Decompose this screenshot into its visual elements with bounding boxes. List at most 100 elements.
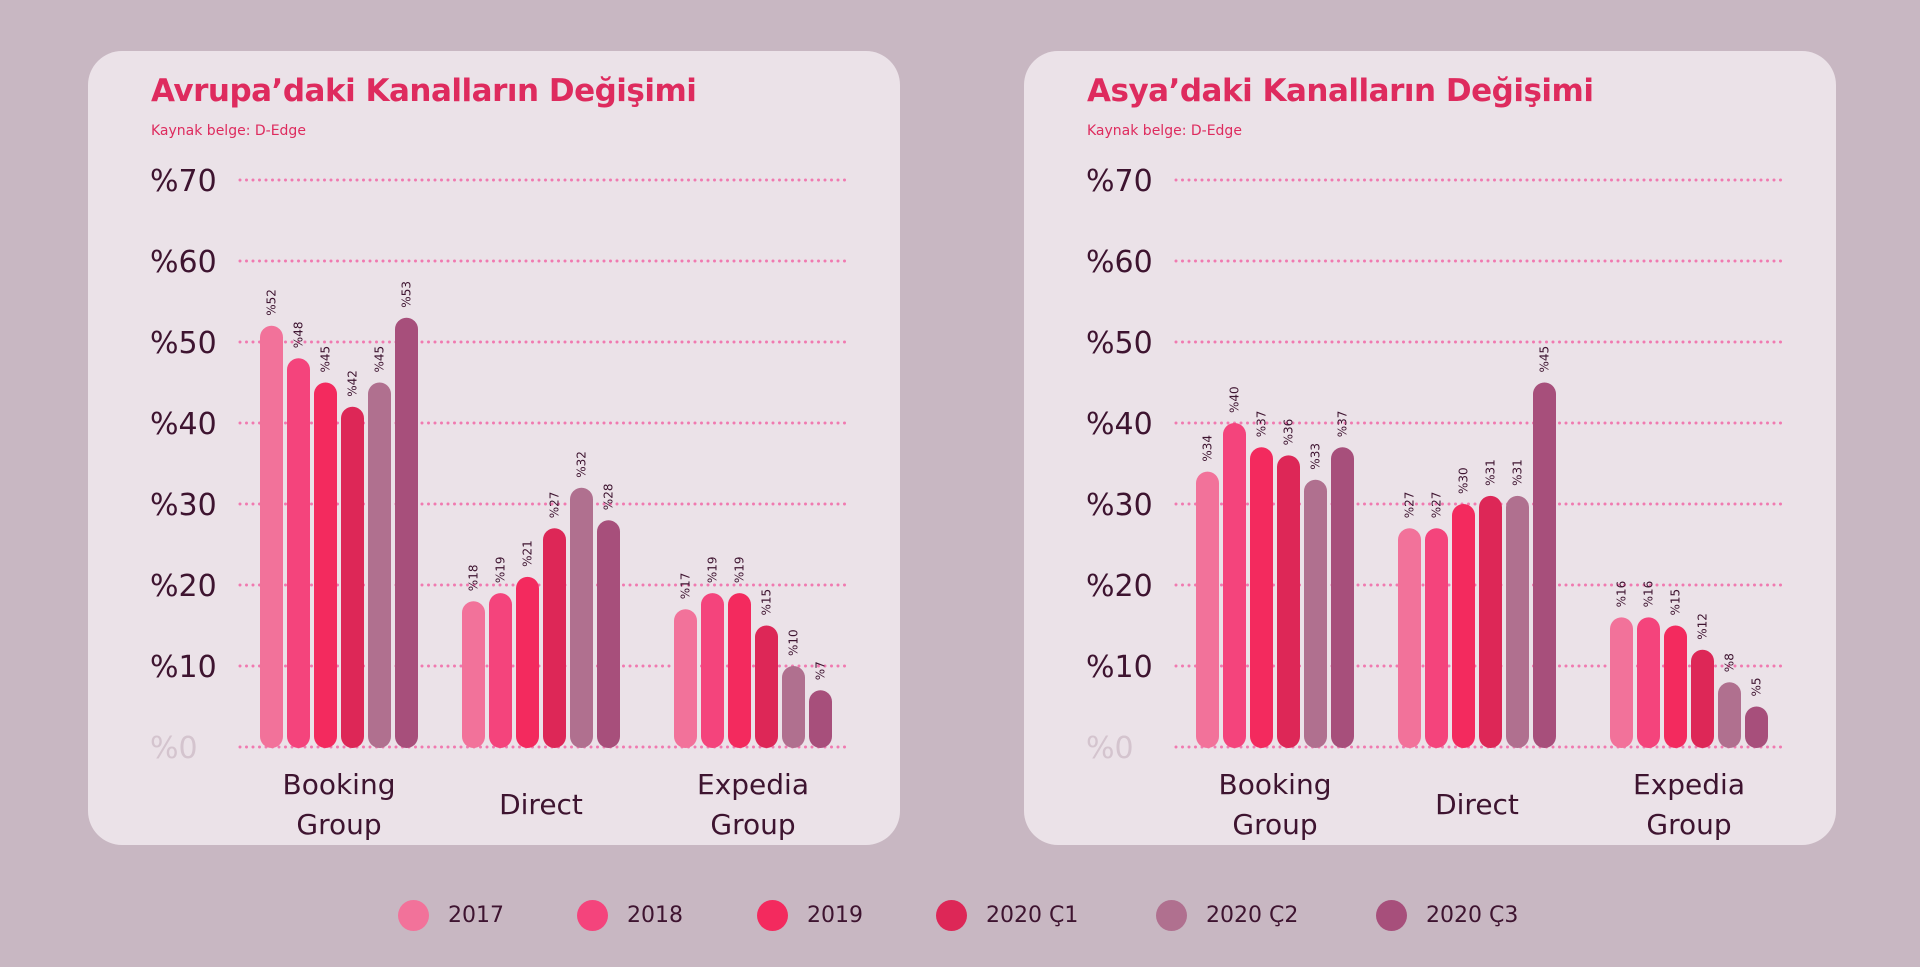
legend-swatch [1376, 899, 1407, 931]
bar-value-label: %45 [319, 346, 333, 373]
bar-value-label: %15 [1669, 589, 1683, 616]
chart-source: Kaynak belge: D-Edge [151, 123, 306, 139]
y-tick-label: %10 [1086, 650, 1153, 685]
bar [543, 528, 566, 748]
bar-value-label: %17 [679, 573, 693, 600]
y-tick-label: %10 [150, 650, 217, 685]
bar-value-label: %45 [1538, 346, 1552, 373]
bar [1250, 447, 1273, 748]
category-label: Expedia Group [1633, 768, 1745, 841]
asia-bar-chart: %0 %10 %20 %30 %40 %50 %60 %70 %34 %27 %16 %40 %27 %1… [1086, 164, 1784, 841]
bar-value-label: %31 [1484, 459, 1498, 486]
bar [674, 609, 697, 748]
bar [570, 487, 593, 748]
bar-value-label: %16 [1615, 581, 1629, 608]
bar [1304, 479, 1327, 748]
bar-value-label: %10 [787, 629, 801, 656]
bar [1223, 423, 1246, 748]
y-tick-label: %60 [150, 245, 217, 280]
bar-value-label: %19 [733, 556, 747, 583]
y-tick-label: %20 [1086, 569, 1153, 604]
legend-item-2018: 2018 [577, 895, 683, 935]
bar-value-label: %37 [1255, 411, 1269, 438]
bar-value-label: %36 [1282, 419, 1296, 446]
bar-value-label: %19 [494, 556, 508, 583]
bar [1331, 447, 1354, 748]
bar-value-label: %16 [1642, 581, 1656, 608]
bar [1610, 617, 1633, 748]
bar [462, 601, 485, 748]
bar-value-label: %18 [467, 565, 481, 592]
legend-label: 2020 Ç1 [986, 902, 1079, 928]
y-tick-label: %50 [150, 326, 217, 361]
bar-value-label: %45 [373, 346, 387, 373]
chart-title: Avrupa’daki Kanalların Değişimi [151, 73, 697, 109]
legend-swatch [398, 899, 429, 931]
bar [1398, 528, 1421, 748]
bar [1533, 382, 1556, 748]
y-tick-label: %40 [150, 407, 217, 442]
bar [395, 317, 418, 748]
bar-value-label: %12 [1696, 613, 1710, 640]
legend-swatch [1156, 899, 1187, 931]
bar-value-label: %31 [1511, 459, 1525, 486]
europe-chart-panel: Avrupa’daki Kanalların Değişimi Kaynak b… [88, 51, 900, 845]
bar [1664, 625, 1687, 748]
bar-value-label: %42 [346, 370, 360, 397]
y-tick-label: %0 [150, 731, 198, 766]
bar [782, 666, 805, 748]
category-label: Booking Group [283, 768, 396, 841]
bar-value-label: %19 [706, 556, 720, 583]
category-label: Direct [1435, 788, 1519, 821]
bar [1277, 455, 1300, 748]
bar-value-label: %15 [760, 589, 774, 616]
legend-label: 2017 [448, 902, 504, 928]
legend-item-2017: 2017 [398, 895, 504, 935]
y-tick-label: %30 [150, 488, 217, 523]
bar-value-label: %27 [1430, 492, 1444, 519]
y-tick-label: %70 [1086, 164, 1153, 199]
legend-item-2020-q3: 2020 Ç3 [1376, 895, 1518, 935]
category-label: Expedia Group [697, 768, 809, 841]
bar [597, 520, 620, 748]
legend-swatch [577, 899, 608, 931]
bar-value-label: %32 [575, 451, 589, 478]
bar-value-label: %48 [292, 322, 306, 349]
bar-value-label: %37 [1336, 411, 1350, 438]
asia-chart-panel: Asya’daki Kanalların Değişimi Kaynak bel… [1024, 51, 1836, 845]
bar-value-label: %27 [1403, 492, 1417, 519]
bar [1718, 682, 1741, 748]
bar [1452, 504, 1475, 748]
category-label: Direct [499, 788, 583, 821]
europe-bar-chart: %0 %10 %20 %30 %40 %50 %60 %70 %52 %18 %17 %48 %19 %1… [150, 164, 848, 841]
bar [728, 593, 751, 748]
legend-label: 2020 Ç3 [1426, 902, 1519, 928]
bar [1745, 706, 1768, 748]
y-tick-label: %70 [150, 164, 217, 199]
bar [1425, 528, 1448, 748]
bar [1196, 471, 1219, 748]
bar [260, 325, 283, 748]
y-tick-label: %50 [1086, 326, 1153, 361]
bar-value-label: %28 [602, 484, 616, 511]
y-tick-label: %60 [1086, 245, 1153, 280]
legend-swatch [757, 899, 788, 931]
legend-label: 2019 [807, 902, 863, 928]
bar [1506, 495, 1529, 748]
bar-value-label: %27 [548, 492, 562, 519]
legend-label: 2018 [627, 902, 683, 928]
bar [701, 593, 724, 748]
category-label: Booking Group [1219, 768, 1332, 841]
legend-swatch [936, 899, 967, 931]
y-tick-label: %0 [1086, 731, 1134, 766]
bar-value-label: %33 [1309, 443, 1323, 470]
legend-item-2019: 2019 [757, 895, 863, 935]
bar-value-label: %7 [814, 661, 828, 680]
legend-item-2020-q1: 2020 Ç1 [936, 895, 1078, 935]
chart-source: Kaynak belge: D-Edge [1087, 123, 1242, 139]
bar [341, 406, 364, 748]
bar [755, 625, 778, 748]
bar-value-label: %40 [1228, 386, 1242, 413]
bar-value-label: %53 [400, 281, 414, 308]
bar-value-label: %34 [1201, 435, 1215, 462]
